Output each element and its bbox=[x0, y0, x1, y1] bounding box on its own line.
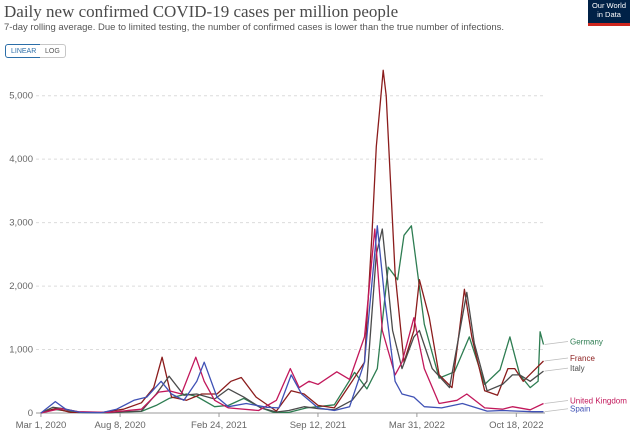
y-tick-label: 0 bbox=[28, 408, 33, 419]
logo-accent-bar bbox=[588, 23, 630, 26]
series-line-germany bbox=[40, 225, 545, 414]
series-label-spain: Spain bbox=[570, 405, 590, 414]
series-label-italy: Italy bbox=[570, 364, 585, 373]
series-label-united-kingdom: United Kingdom bbox=[570, 396, 627, 405]
y-tick-label: 2,000 bbox=[9, 281, 33, 292]
series-line-spain bbox=[40, 225, 544, 414]
y-axis-ticks: 0 1,000 2,000 3,000 4,000 5,000 bbox=[9, 91, 33, 419]
x-tick-label: Sep 12, 2021 bbox=[290, 420, 347, 431]
series-line-france bbox=[40, 69, 544, 414]
y-tick-label: 5,000 bbox=[9, 91, 33, 102]
x-axis-ticks: Mar 1, 2020 Aug 8, 2020 Feb 24, 2021 Sep 12… bbox=[16, 413, 544, 431]
x-tick-label: Oct 18, 2022 bbox=[489, 420, 543, 431]
series-line-united-kingdom bbox=[40, 228, 544, 414]
logo-line-2: in Data bbox=[597, 9, 621, 19]
x-tick-label: Mar 31, 2022 bbox=[389, 420, 445, 431]
log-scale-button[interactable]: LOG bbox=[40, 44, 66, 58]
x-tick-label: Feb 24, 2021 bbox=[191, 420, 247, 431]
y-tick-label: 4,000 bbox=[9, 154, 33, 165]
series-label-france: France bbox=[570, 354, 595, 363]
series-label-germany: Germany bbox=[570, 337, 603, 346]
x-tick-label: Mar 1, 2020 bbox=[16, 420, 67, 431]
gridlines bbox=[36, 95, 545, 414]
logo-line-1: Our World bbox=[591, 1, 627, 10]
y-tick-label: 3,000 bbox=[9, 218, 33, 229]
owid-logo[interactable]: Our World in Data bbox=[588, 0, 630, 26]
y-tick-label: 1,000 bbox=[9, 345, 33, 356]
label-connector-france bbox=[544, 357, 569, 362]
label-connector-italy bbox=[544, 367, 569, 372]
label-connector-germany bbox=[544, 341, 569, 345]
chart-title: Daily new confirmed COVID-19 cases per m… bbox=[4, 2, 399, 21]
label-connector-united-kingdom bbox=[544, 400, 569, 404]
series-line-italy bbox=[40, 228, 544, 414]
linear-scale-button[interactable]: LINEAR bbox=[5, 44, 43, 58]
chart-subtitle: 7-day rolling average. Due to limited te… bbox=[4, 22, 505, 33]
series-lines bbox=[40, 69, 545, 414]
x-tick-label: Aug 8, 2020 bbox=[94, 420, 145, 431]
label-connector-spain bbox=[544, 408, 569, 413]
